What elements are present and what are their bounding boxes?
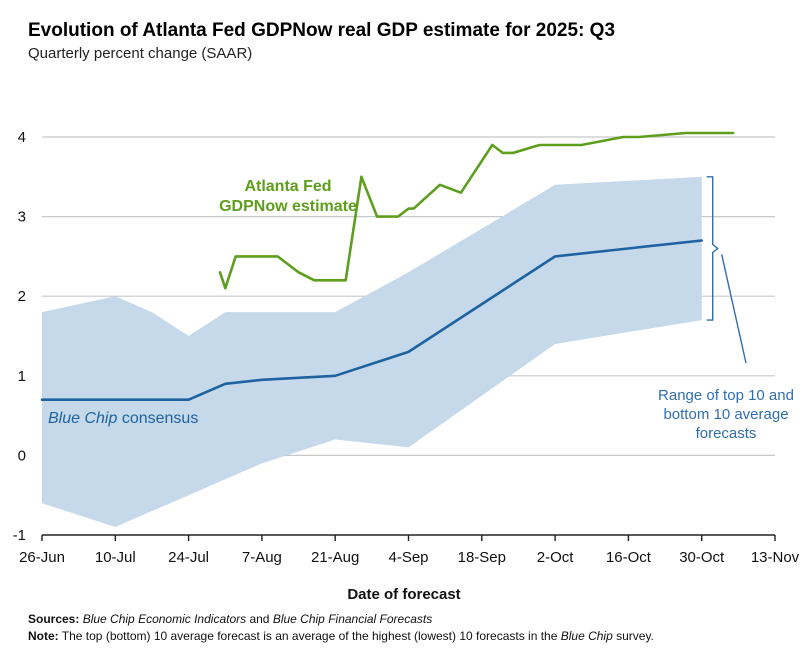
axes: -1 0 1 2 3 4 26-Jun 10-Jul 24-Jul 7-Aug 21-Aug 4-Se…: [13, 129, 800, 603]
x-tick-label: 4-Sep: [388, 549, 428, 566]
x-tick-label: 2-Oct: [537, 549, 575, 566]
x-tick-label: 18-Sep: [458, 549, 506, 566]
annotations: Atlanta Fed GDPNow estimate Blue Chip cons…: [48, 176, 794, 442]
range-bracket: [706, 176, 719, 321]
sources-line: Sources: Blue Chip Economic Indicators a…: [28, 611, 654, 628]
y-tick-label: 1: [18, 368, 26, 385]
gdpnow-label-line-1: Atlanta Fed: [244, 178, 331, 195]
range-pointer-line: [721, 254, 747, 364]
forecast-range-band: [42, 176, 702, 528]
y-tick-label: 4: [18, 129, 26, 146]
note-end: survey.: [612, 629, 654, 643]
x-tick-label: 24-Jul: [168, 549, 209, 566]
footnotes: Sources: Blue Chip Economic Indicators a…: [28, 611, 654, 645]
note-label: Note:: [28, 629, 59, 643]
x-tick-label: 7-Aug: [242, 549, 282, 566]
sources-label: Sources:: [28, 612, 80, 626]
note-text: The top (bottom) 10 average forecast is …: [58, 629, 561, 643]
y-tick-label: 2: [18, 288, 26, 305]
gdpnow-label-line-2: GDPNow estimate: [219, 198, 357, 215]
x-tick-label: 16-Oct: [606, 549, 652, 566]
range-label-line-3: forecasts: [696, 425, 757, 442]
x-tick-label: 21-Aug: [311, 549, 359, 566]
gdpnow-line: [218, 131, 735, 290]
sources-item-1: Blue Chip Economic Indicators: [82, 612, 247, 626]
sources-conjunction: and: [246, 612, 273, 626]
x-tick-label: 26-Jun: [19, 549, 65, 566]
x-tick-label: 10-Jul: [95, 549, 136, 566]
note-italic: Blue Chip: [560, 629, 613, 643]
x-axis-title: Date of forecast: [347, 586, 460, 603]
x-tick-label: 30-Oct: [679, 549, 725, 566]
series-lines: [40, 131, 735, 402]
range-band-area: [42, 176, 702, 528]
consensus-label-rest: consensus: [117, 410, 198, 427]
range-label-line-1: Range of top 10 and: [658, 387, 794, 404]
blue-chip-consensus-line: [40, 239, 704, 402]
chart-subtitle: Quarterly percent change (SAAR): [28, 45, 253, 62]
range-label-line-2: bottom 10 average: [663, 406, 788, 423]
consensus-label: Blue Chip consensus: [48, 410, 198, 427]
y-tick-label: -1: [13, 527, 26, 544]
note-line: Note: The top (bottom) 10 average foreca…: [28, 628, 654, 645]
chart-title: Evolution of Atlanta Fed GDPNow real GDP…: [28, 20, 616, 41]
y-tick-label: 3: [18, 209, 26, 226]
sources-item-2: Blue Chip Financial Forecasts: [272, 612, 433, 626]
y-tick-label: 0: [18, 447, 26, 464]
x-tick-label: 13-Nov: [751, 549, 800, 566]
consensus-label-italic: Blue Chip: [48, 410, 117, 427]
